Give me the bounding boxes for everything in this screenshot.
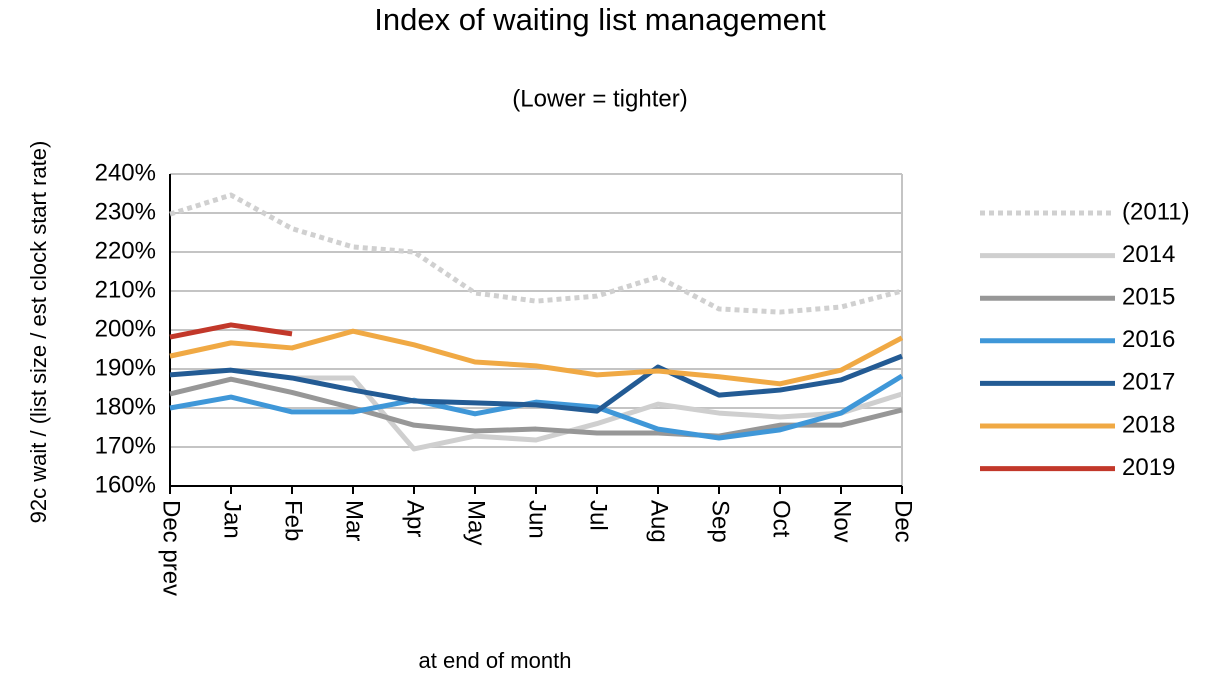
legend-label: 2017 (1122, 369, 1175, 396)
x-tick-label: Nov (829, 500, 856, 543)
series-line (292, 375, 903, 452)
x-tick-label: Sep (707, 500, 734, 543)
y-tick-label: 190% (95, 354, 156, 381)
x-axis-title: at end of month (419, 648, 572, 673)
legend-label: 2014 (1122, 241, 1175, 268)
series-line (169, 373, 904, 441)
legend-label: 2019 (1122, 454, 1175, 481)
y-tick-label: 220% (95, 237, 156, 264)
x-tick-label: Mar (341, 500, 368, 541)
y-axis-title: 92c wait / (list size / est clock start … (26, 141, 51, 524)
series-line (169, 353, 903, 414)
series-line (169, 192, 903, 315)
y-tick-label: 160% (95, 471, 156, 498)
x-tick-label: Jul (585, 500, 612, 531)
x-tick-label: Feb (280, 500, 307, 541)
x-tick-label: May (463, 500, 490, 545)
y-tick-label: 210% (95, 276, 156, 303)
x-tick-label: Jan (219, 500, 246, 539)
y-tick-label: 170% (95, 432, 156, 459)
y-tick-label: 180% (95, 393, 156, 420)
x-tick-label: Aug (646, 500, 673, 543)
legend-label: 2018 (1122, 411, 1175, 438)
legend-label: 2015 (1122, 284, 1175, 311)
x-tick-label: Oct (768, 500, 795, 538)
y-tick-label: 200% (95, 315, 156, 342)
x-tick-label: Jun (524, 500, 551, 539)
series-line (169, 328, 904, 387)
y-tick-label: 230% (95, 198, 156, 225)
chart-title: Index of waiting list management (374, 2, 826, 37)
y-tick-label: 240% (95, 159, 156, 186)
series-line (169, 322, 293, 340)
legend-label: 2016 (1122, 326, 1175, 353)
x-tick-label: Dec prev (158, 500, 185, 596)
x-tick-label: Dec (890, 500, 917, 543)
chart-subtitle: (Lower = tighter) (512, 85, 687, 112)
series-line (169, 376, 903, 439)
x-tick-label: Apr (402, 500, 429, 537)
legend-label: (2011) (1122, 198, 1190, 225)
